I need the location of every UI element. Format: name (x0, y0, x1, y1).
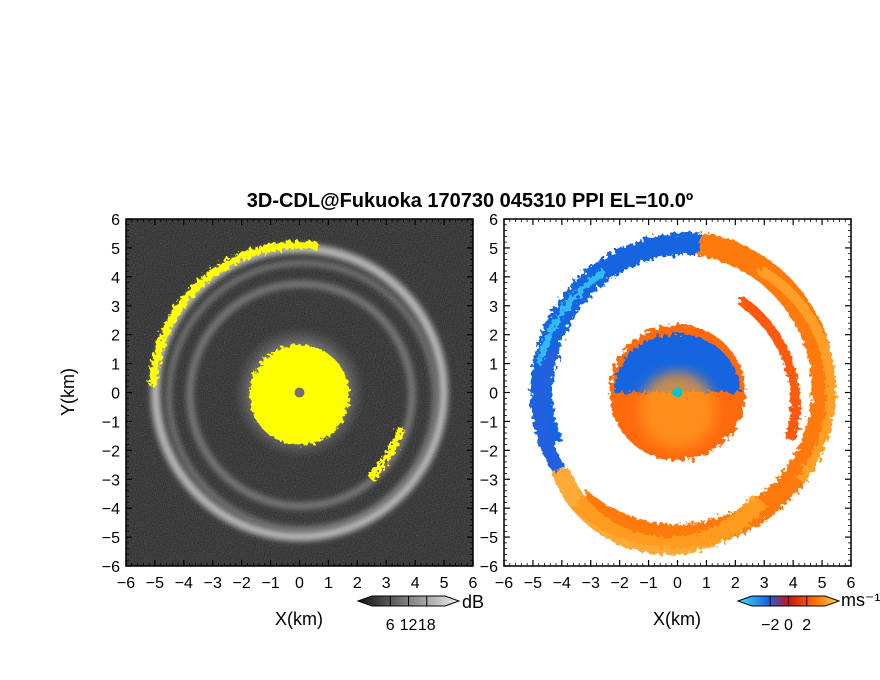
velocity-ticks (503, 218, 852, 567)
snr-colorbar: 6 12 18 dB (356, 592, 484, 634)
snr-xtick-label: −3 (204, 575, 222, 592)
snr-ytick-label: 1 (111, 357, 120, 374)
velocity-colorbar-ticks: −2 0 2 (761, 596, 811, 634)
snr-tick-labels: −6−6 −5 −5 −4 −4 −3 −3 −2 −2 −1 −1 0 0 1 1 2 2 3 3 4 4 5 5 6 6 (102, 212, 478, 592)
snr-ytick-label: 3 (111, 299, 120, 316)
velocity-xtick-label: 0 (673, 575, 682, 592)
snr-xlabel: X(km) (275, 609, 323, 629)
snr-xtick-label: 6 (469, 575, 478, 592)
velocity-ytick-label: −3 (480, 472, 498, 489)
snr-ylabel: Y(km) (58, 368, 78, 416)
velocity-xtick-label: 3 (760, 575, 769, 592)
snr-xtick-label: 0 (295, 575, 304, 592)
velocity-outer-band-negative-edge (537, 269, 607, 366)
velocity-ytick-label: 2 (489, 328, 498, 345)
velocity-colorbar-tick-label: 2 (802, 617, 811, 634)
snr-ytick-label: −3 (102, 472, 120, 489)
snr-ytick-label: −4 (102, 501, 120, 518)
velocity-inner-band-negative (532, 346, 566, 475)
velocity-xtick-label: −5 (524, 575, 542, 592)
velocity-ytick-label: −5 (480, 530, 498, 547)
velocity-ytick-label: 3 (489, 299, 498, 316)
velocity-ytick-label: −4 (480, 501, 498, 518)
velocity-colorbar: −2 0 2 ms⁻¹ (736, 590, 880, 634)
velocity-xtick-label: −2 (611, 575, 629, 592)
velocity-heatmap (504, 219, 851, 566)
snr-xtick-label: 2 (353, 575, 362, 592)
velocity-outer-band-positive-highlight (757, 265, 837, 484)
snr-ytick-label: 2 (111, 328, 120, 345)
velocity-xtick-label: −3 (582, 575, 600, 592)
radar-site-marker (294, 387, 305, 398)
velocity-ytick-label: −6 (480, 559, 498, 576)
snr-xtick-label: −4 (175, 575, 193, 592)
velocity-core-orange (639, 372, 716, 448)
velocity-xtick-label: 4 (789, 575, 798, 592)
snr-heatmap (126, 219, 473, 566)
velocity-xtick-label: −6 (495, 575, 513, 592)
snr-colorbar-tick-label: 18 (418, 617, 436, 634)
snr-ytick-label: −1 (102, 414, 120, 431)
snr-xtick-label: 1 (324, 575, 333, 592)
snr-colorbar-tick-label: 6 (386, 617, 395, 634)
snr-ytick-label: −5 (102, 530, 120, 547)
snr-ytick-label: 5 (111, 241, 120, 258)
snr-ytick-label: 0 (111, 386, 120, 403)
velocity-xtick-label: 5 (818, 575, 827, 592)
velocity-tick-labels: −6−6 −5 −5 −4 −4 −3 −3 −2 −2 −1 −1 0 0 1 1 2 2 3 3 4 4 5 5 6 6 (480, 212, 856, 592)
snr-outer-ring-edge (166, 260, 438, 532)
snr-ytick-label: −2 (102, 443, 120, 460)
velocity-ytick-label: 6 (489, 212, 498, 229)
velocity-ytick-label: 1 (489, 357, 498, 374)
snr-xtick-label: 4 (411, 575, 420, 592)
velocity-xtick-label: −4 (553, 575, 571, 592)
velocity-xtick-label: 1 (702, 575, 711, 592)
snr-colorbar-tick-label: 12 (400, 617, 418, 634)
snr-ticks (125, 218, 474, 567)
velocity-colorbar-tick-label: 0 (784, 617, 793, 634)
velocity-ytick-label: −1 (480, 414, 498, 431)
velocity-colorbar-unit: ms⁻¹ (841, 590, 880, 610)
velocity-colorbar-tick-label: −2 (761, 617, 779, 634)
snr-ytick-label: 4 (111, 270, 120, 287)
velocity-ytick-label: 4 (489, 270, 498, 287)
snr-colorbar-ticks: 6 12 18 (386, 596, 436, 634)
chart-title: 3D-CDL@Fukuoka 170730 045310 PPI EL=10.0… (247, 190, 693, 212)
snr-inner-ring (186, 280, 416, 510)
snr-outer-arc-saturated (149, 240, 319, 387)
radar-site-marker-velocity (672, 387, 683, 398)
snr-xtick-label: 3 (382, 575, 391, 592)
velocity-xlabel: X(km) (653, 609, 701, 629)
snr-ytick-label: 6 (111, 212, 120, 229)
snr-lower-right-arc-saturated (367, 426, 405, 481)
velocity-spiral-arm (737, 295, 801, 442)
velocity-xtick-label: −1 (639, 575, 657, 592)
snr-colorbar-unit: dB (462, 592, 484, 612)
snr-xtick-label: −5 (146, 575, 164, 592)
velocity-inner-band-positive (551, 466, 768, 555)
velocity-core-negative (614, 334, 740, 392)
snr-xtick-label: −2 (233, 575, 251, 592)
velocity-xtick-label: 6 (847, 575, 856, 592)
snr-ytick-label: −6 (102, 559, 120, 576)
snr-xtick-label: −6 (117, 575, 135, 592)
velocity-panel: −6−6 −5 −5 −4 −4 −3 −3 −2 −2 −1 −1 0 0 1 1 2 2 3 3 4 4 5 5 6 6 X… (480, 212, 880, 634)
velocity-ytick-label: 5 (489, 241, 498, 258)
snr-xtick-label: 5 (440, 575, 449, 592)
snr-xtick-label: −1 (261, 575, 279, 592)
velocity-ytick-label: 0 (489, 386, 498, 403)
velocity-ytick-label: −2 (480, 443, 498, 460)
velocity-xtick-label: 2 (731, 575, 740, 592)
